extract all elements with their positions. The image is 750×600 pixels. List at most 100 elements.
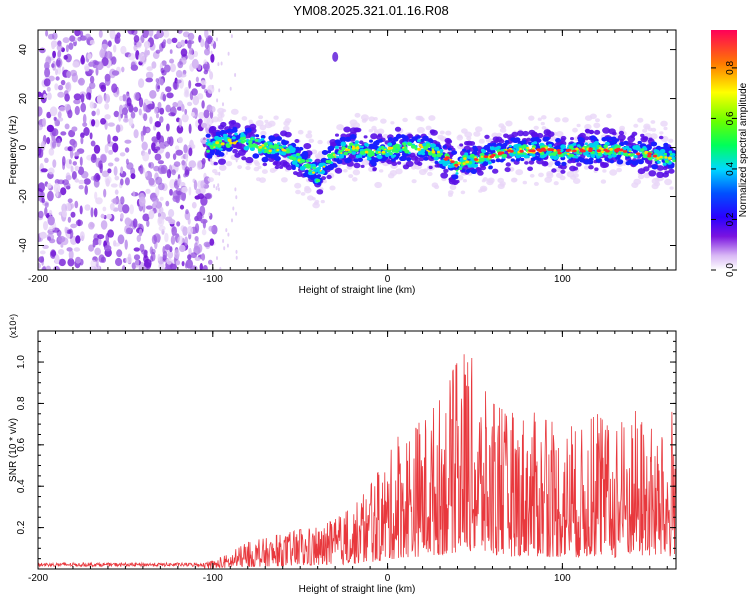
ridge-cell [651,177,660,185]
noise-speckle [225,150,228,155]
noise-speckle [197,118,203,125]
noise-speckle [201,253,206,261]
ridge-cell [292,157,297,161]
noise-speckle [113,166,118,176]
ridge-cell [611,136,617,141]
ridge-cell [473,131,481,137]
noise-speckle [172,153,177,161]
noise-speckle [119,95,123,101]
noise-speckle [127,52,136,61]
noise-speckle [67,109,73,119]
ridge-cell [419,117,425,122]
ridge-cell [465,160,470,164]
noise-speckle [175,149,183,156]
ridge-cell [445,130,452,136]
noise-speckle [216,98,219,103]
noise-speckle [167,250,174,259]
noise-speckle [38,146,42,156]
noise-speckle [97,234,105,240]
ridge-cell [381,150,386,154]
noise-speckle [94,119,100,128]
noise-speckle [90,207,94,218]
y-tick-label: 1.0 [16,355,27,369]
ridge-cell [672,159,676,163]
noise-speckle [52,159,57,168]
noise-speckle [143,41,151,49]
ridge-cell [545,130,551,135]
noise-speckle [159,116,164,123]
ridge-cell [472,145,478,150]
ridge-cell [597,152,602,156]
ridge-cell [505,120,513,127]
ridge-cell [261,169,268,175]
ridge-cell [221,143,224,146]
x-tick-label: -200 [28,274,48,285]
noise-speckle [166,169,172,179]
noise-speckle [218,88,221,93]
ridge-cell [255,120,264,127]
noise-speckle [124,177,130,186]
ridge-cell [486,179,494,186]
noise-speckle [200,80,207,86]
noise-speckle [151,136,158,143]
ridge-cell [618,130,625,136]
ridge-cell [560,169,566,174]
ridge-cell [275,136,282,142]
ridge-cell [391,158,396,162]
ridge-cell [312,202,320,209]
ridge-cell [609,159,615,164]
noise-speckle [177,235,184,245]
noise-speckle [48,226,55,232]
spectrogram-axes: -200 -100 0 100 40 20 0 -20 -40 [18,30,676,285]
ridge-cell [351,145,355,148]
ridge-peak [565,149,571,153]
ridge-cell [245,165,251,171]
ridge-cell [353,158,359,163]
ridge-cell [279,160,288,167]
colorbar: 0.8 0.6 0.4 0.2 0.0 Normalized spectral ampl… [711,30,749,277]
ridge-cell [294,161,298,165]
noise-speckle [155,82,160,93]
ridge-cell [595,158,602,163]
noise-speckle [127,253,132,262]
ridge-cell [371,145,376,150]
snr-panel: -200 -100 0 100 0.2 0.4 0.6 0.8 1.0 Height of st… [8,314,677,595]
ridge-cell [279,146,283,149]
ridge-peak [556,149,561,152]
noise-speckle [103,188,107,198]
noise-speckle [64,226,68,234]
noise-speckle [69,149,74,159]
ridge-cell [566,152,570,155]
noise-speckle [71,126,78,132]
ridge-cell [349,134,357,140]
ridge-cell [307,171,313,176]
noise-speckle [133,92,140,101]
noise-speckle [50,250,57,257]
ridge-cell [317,166,322,170]
ridge-cell [378,151,381,154]
ridge-cell [241,156,247,161]
noise-speckle [181,103,185,112]
noise-speckle [144,171,148,177]
noise-speckle [130,64,139,71]
ridge-cell [455,172,459,175]
ridge-cell [608,150,614,154]
noise-speckle [44,67,51,78]
noise-speckle [169,179,176,189]
noise-speckle [175,260,181,266]
ridge-cell [576,151,580,154]
ridge-cell [507,151,510,154]
ridge-cell [490,159,496,164]
ridge-cell [249,146,255,151]
ridge-cell [316,189,324,195]
ridge-cell [551,168,557,173]
ridge-cell [274,155,281,162]
noise-speckle [194,82,202,87]
ridge-cell [334,156,337,158]
ridge-cell [264,119,269,124]
y-tick-label: 40 [18,44,29,56]
ridge-cell [428,115,436,121]
ridge-peak [549,148,555,152]
ridge-cell [281,177,288,183]
